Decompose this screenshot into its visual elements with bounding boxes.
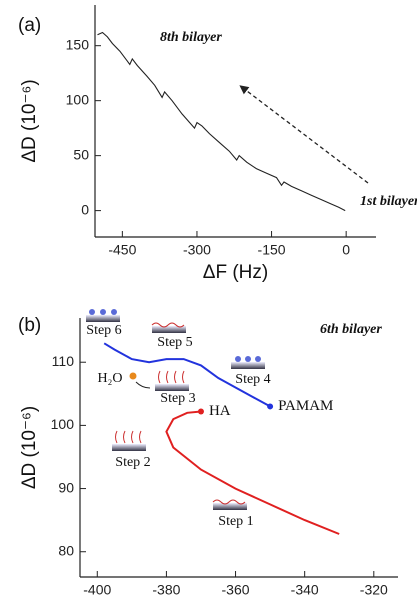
x-tick-label: -380 xyxy=(152,582,180,597)
annotation: Step 2 xyxy=(115,455,150,470)
x-tick-label: -450 xyxy=(108,242,136,258)
arrow xyxy=(239,85,369,184)
annotation: Step 5 xyxy=(157,335,192,350)
y-tick-label: 50 xyxy=(73,146,89,162)
series-label: HA xyxy=(209,403,231,419)
y-tick-label: 100 xyxy=(66,91,90,107)
x-tick-label: 0 xyxy=(342,242,350,258)
annotation: H₂O xyxy=(97,371,122,386)
x-tick-label: -300 xyxy=(183,242,211,258)
annotation: 8th bilayer xyxy=(160,30,222,45)
y-tick-label: 90 xyxy=(58,479,74,495)
annotation: 1st bilayer xyxy=(360,194,417,209)
data-line xyxy=(97,31,346,212)
y-tick-label: 80 xyxy=(58,542,74,558)
annotation: 6th bilayer xyxy=(320,322,382,337)
end-marker xyxy=(197,408,204,415)
annotation: Step 3 xyxy=(160,391,195,406)
y-axis-label: ΔD (10⁻⁶) xyxy=(19,406,40,489)
x-tick-label: -320 xyxy=(360,582,388,597)
y-tick-label: 0 xyxy=(81,201,89,217)
annotation: Step 1 xyxy=(218,514,253,529)
end-marker xyxy=(267,403,274,410)
x-tick-label: -360 xyxy=(222,582,250,597)
panel-label: (b) xyxy=(18,315,41,336)
series-label: PAMAM xyxy=(278,398,333,414)
annotation: Step 4 xyxy=(235,372,270,387)
data-line xyxy=(165,410,340,535)
step-icons xyxy=(86,309,265,510)
x-tick-label: -340 xyxy=(291,582,319,597)
y-axis-label: ΔD (10⁻⁶) xyxy=(19,79,40,162)
y-tick-label: 150 xyxy=(66,36,90,52)
x-tick-label: -150 xyxy=(258,242,286,258)
data-line xyxy=(103,342,271,408)
x-axis-label: ΔF (Hz) xyxy=(203,262,268,283)
annotation: Step 6 xyxy=(86,323,121,338)
y-tick-label: 110 xyxy=(52,353,75,369)
panel-label: (a) xyxy=(18,15,41,36)
y-tick-label: 100 xyxy=(51,416,75,432)
x-tick-label: -400 xyxy=(83,582,111,597)
